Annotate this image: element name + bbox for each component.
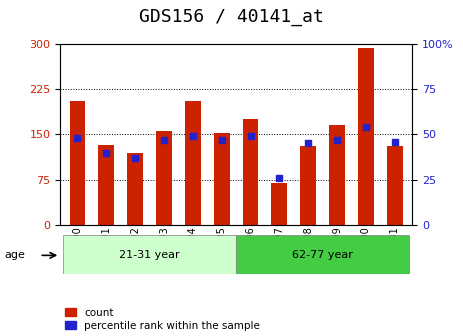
Point [218,137,225,142]
Legend: count, percentile rank within the sample: count, percentile rank within the sample [65,308,260,331]
Bar [300,146,316,225]
Bar [99,145,114,225]
Text: 21-31 year: 21-31 year [119,250,180,259]
Bar [185,101,201,225]
Text: 62-77 year: 62-77 year [292,250,353,259]
Bar [243,119,258,225]
Bar [271,183,288,225]
Text: age: age [5,250,25,260]
Bar [214,133,230,225]
Bar [358,48,374,225]
Point [103,150,110,155]
Bar [127,153,143,225]
Bar [69,101,86,225]
Point [189,133,197,139]
Point [247,133,254,139]
Text: GDS156 / 40141_at: GDS156 / 40141_at [139,8,324,27]
Bar [387,146,403,225]
Point [333,137,341,142]
Bar [156,131,172,225]
Point [275,175,283,181]
Bar [329,125,345,225]
Point [362,124,369,130]
Point [131,155,139,161]
Point [391,139,399,144]
Point [160,137,168,142]
Point [74,135,81,141]
Bar [63,235,236,274]
Point [305,141,312,146]
Bar [236,235,409,274]
